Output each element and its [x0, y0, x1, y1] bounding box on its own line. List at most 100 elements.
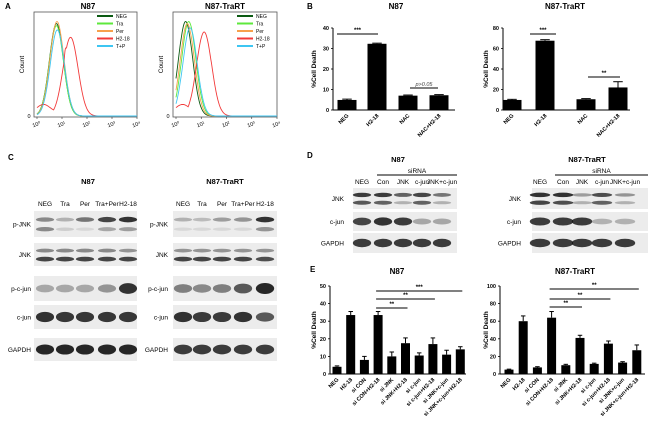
band-GAPDH-NEG: [173, 344, 193, 355]
band-JNK-Per: [75, 248, 95, 253]
y-tick-label: 20: [320, 337, 326, 343]
band-JNK-H2-18: [255, 256, 275, 262]
band-JNK-JNK+c-jun: [432, 201, 452, 205]
blot-title: N87-TraRT: [568, 155, 606, 164]
significance-label: **: [403, 293, 408, 299]
band-GAPDH-Tra: [55, 344, 75, 355]
legend-label: Per: [256, 29, 264, 35]
y-tick-label: 0: [27, 114, 30, 120]
band-JNK-NEG: [173, 248, 193, 253]
blot-strip-p-JNK: [34, 211, 137, 237]
band-p-c-jun-Tra: [192, 284, 212, 293]
panel-label-A: A: [5, 2, 11, 11]
blot-row-label: GAPDH: [498, 241, 521, 248]
blot-title: N87: [391, 155, 405, 164]
band-p-c-jun-NEG: [173, 284, 193, 293]
band-GAPDH-Con: [552, 238, 574, 248]
band-p-JNK-NEG: [35, 217, 55, 222]
y-axis-label: %Cell Death: [483, 50, 490, 88]
bar-NAC: [398, 95, 418, 110]
y-tick-label: 0: [326, 108, 329, 114]
band-JNK-NEG: [529, 200, 551, 205]
histogram-curve-T+P: [175, 27, 277, 117]
y-tick-label: 40: [493, 67, 499, 73]
band-JNK-c-jun: [412, 192, 432, 198]
blot-row-label: GAPDH: [321, 241, 344, 248]
chart-title: N87: [389, 2, 404, 11]
band-JNK-Per: [212, 248, 232, 253]
legend-label: T+P: [256, 44, 266, 50]
y-tick-label: 30: [323, 47, 329, 53]
x-tick-label: 10²: [82, 121, 92, 129]
y-tick-label: 20: [490, 354, 496, 360]
y-tick-label: 30: [320, 319, 326, 325]
band-JNK-H2-18: [118, 256, 138, 262]
band-c-jun-Tra: [192, 311, 212, 323]
band-GAPDH-Con: [373, 238, 393, 248]
blot-row-label: p-c-jun: [11, 286, 31, 293]
x-tick-label: NEG: [338, 113, 351, 126]
band-JNK-JNK: [393, 192, 413, 197]
band-p-JNK-H2-18: [255, 216, 275, 223]
y-tick-label: 20: [493, 88, 499, 94]
band-c-jun-Tra+Per: [233, 311, 253, 323]
band-JNK-JNK: [571, 193, 593, 197]
band-JNK-Con: [552, 200, 574, 205]
lane-label: Tra: [60, 201, 70, 208]
significance-label: ***: [416, 285, 424, 291]
bar-H2-18: [367, 43, 387, 110]
blot-row-label: JNK: [156, 252, 169, 259]
band-JNK-c-jun: [591, 192, 613, 198]
blot-title: N87-TraRT: [206, 177, 244, 186]
blot-row-label: GAPDH: [145, 347, 168, 354]
band-JNK-Per: [75, 256, 95, 262]
band-JNK-Tra: [55, 248, 75, 253]
blot-row-label: JNK: [19, 252, 32, 259]
band-GAPDH-c-jun: [591, 238, 613, 248]
band-GAPDH-Per: [75, 344, 95, 355]
lane-label: JNK+c-jun: [427, 179, 458, 186]
bar-NEG: [337, 99, 357, 110]
y-tick-label: 100: [487, 284, 496, 290]
y-axis-label: %Cell Death: [311, 50, 318, 88]
bar-NAC+H2-18: [608, 87, 628, 110]
bar-si CON+H2-18: [373, 315, 383, 374]
y-tick-label: 0: [496, 108, 499, 114]
band-p-JNK-Tra: [55, 217, 75, 222]
y-tick-label: 10: [323, 88, 329, 94]
bar-si JNK: [387, 356, 397, 374]
band-p-JNK-NEG: [35, 226, 55, 232]
y-tick-label: 0: [323, 372, 326, 378]
chart-title: N87-TraRT: [205, 2, 245, 11]
blot-row-label: c-jun: [154, 315, 168, 322]
chart-title: N87-TraRT: [555, 267, 595, 276]
y-tick-label: 0: [493, 372, 496, 378]
band-GAPDH-H2-18: [255, 344, 275, 355]
band-p-JNK-Per: [75, 217, 95, 222]
y-tick-label: 80: [490, 302, 496, 308]
band-GAPDH-JNK+c-jun: [614, 238, 636, 248]
bar-si c-jun+H2-18: [428, 344, 438, 374]
band-p-JNK-Per: [75, 227, 95, 231]
panel-label-B: B: [307, 2, 313, 11]
band-p-JNK-Tra: [192, 217, 212, 222]
band-p-c-jun-Tra: [55, 284, 75, 293]
significance-label: **: [602, 71, 607, 77]
band-JNK-Con: [552, 192, 574, 198]
band-JNK-JNK+c-jun: [614, 193, 636, 197]
lane-label: Per: [217, 201, 228, 208]
bar-H2-18: [346, 315, 356, 374]
blot-row-label: c-jun: [17, 315, 31, 322]
band-JNK-NEG: [173, 256, 193, 262]
band-p-JNK-Per: [212, 217, 232, 222]
y-axis-label: %Cell Death: [311, 311, 318, 349]
legend-label: Tra: [256, 22, 264, 28]
band-JNK-Tra+Per: [97, 248, 117, 253]
lane-label: Con: [557, 179, 569, 186]
lane-label: Per: [80, 201, 91, 208]
blot-row-label: p-JNK: [150, 222, 169, 229]
